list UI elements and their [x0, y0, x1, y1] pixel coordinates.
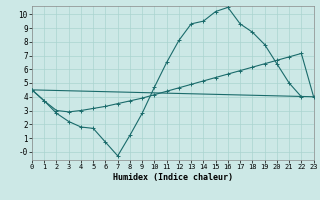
X-axis label: Humidex (Indice chaleur): Humidex (Indice chaleur): [113, 173, 233, 182]
